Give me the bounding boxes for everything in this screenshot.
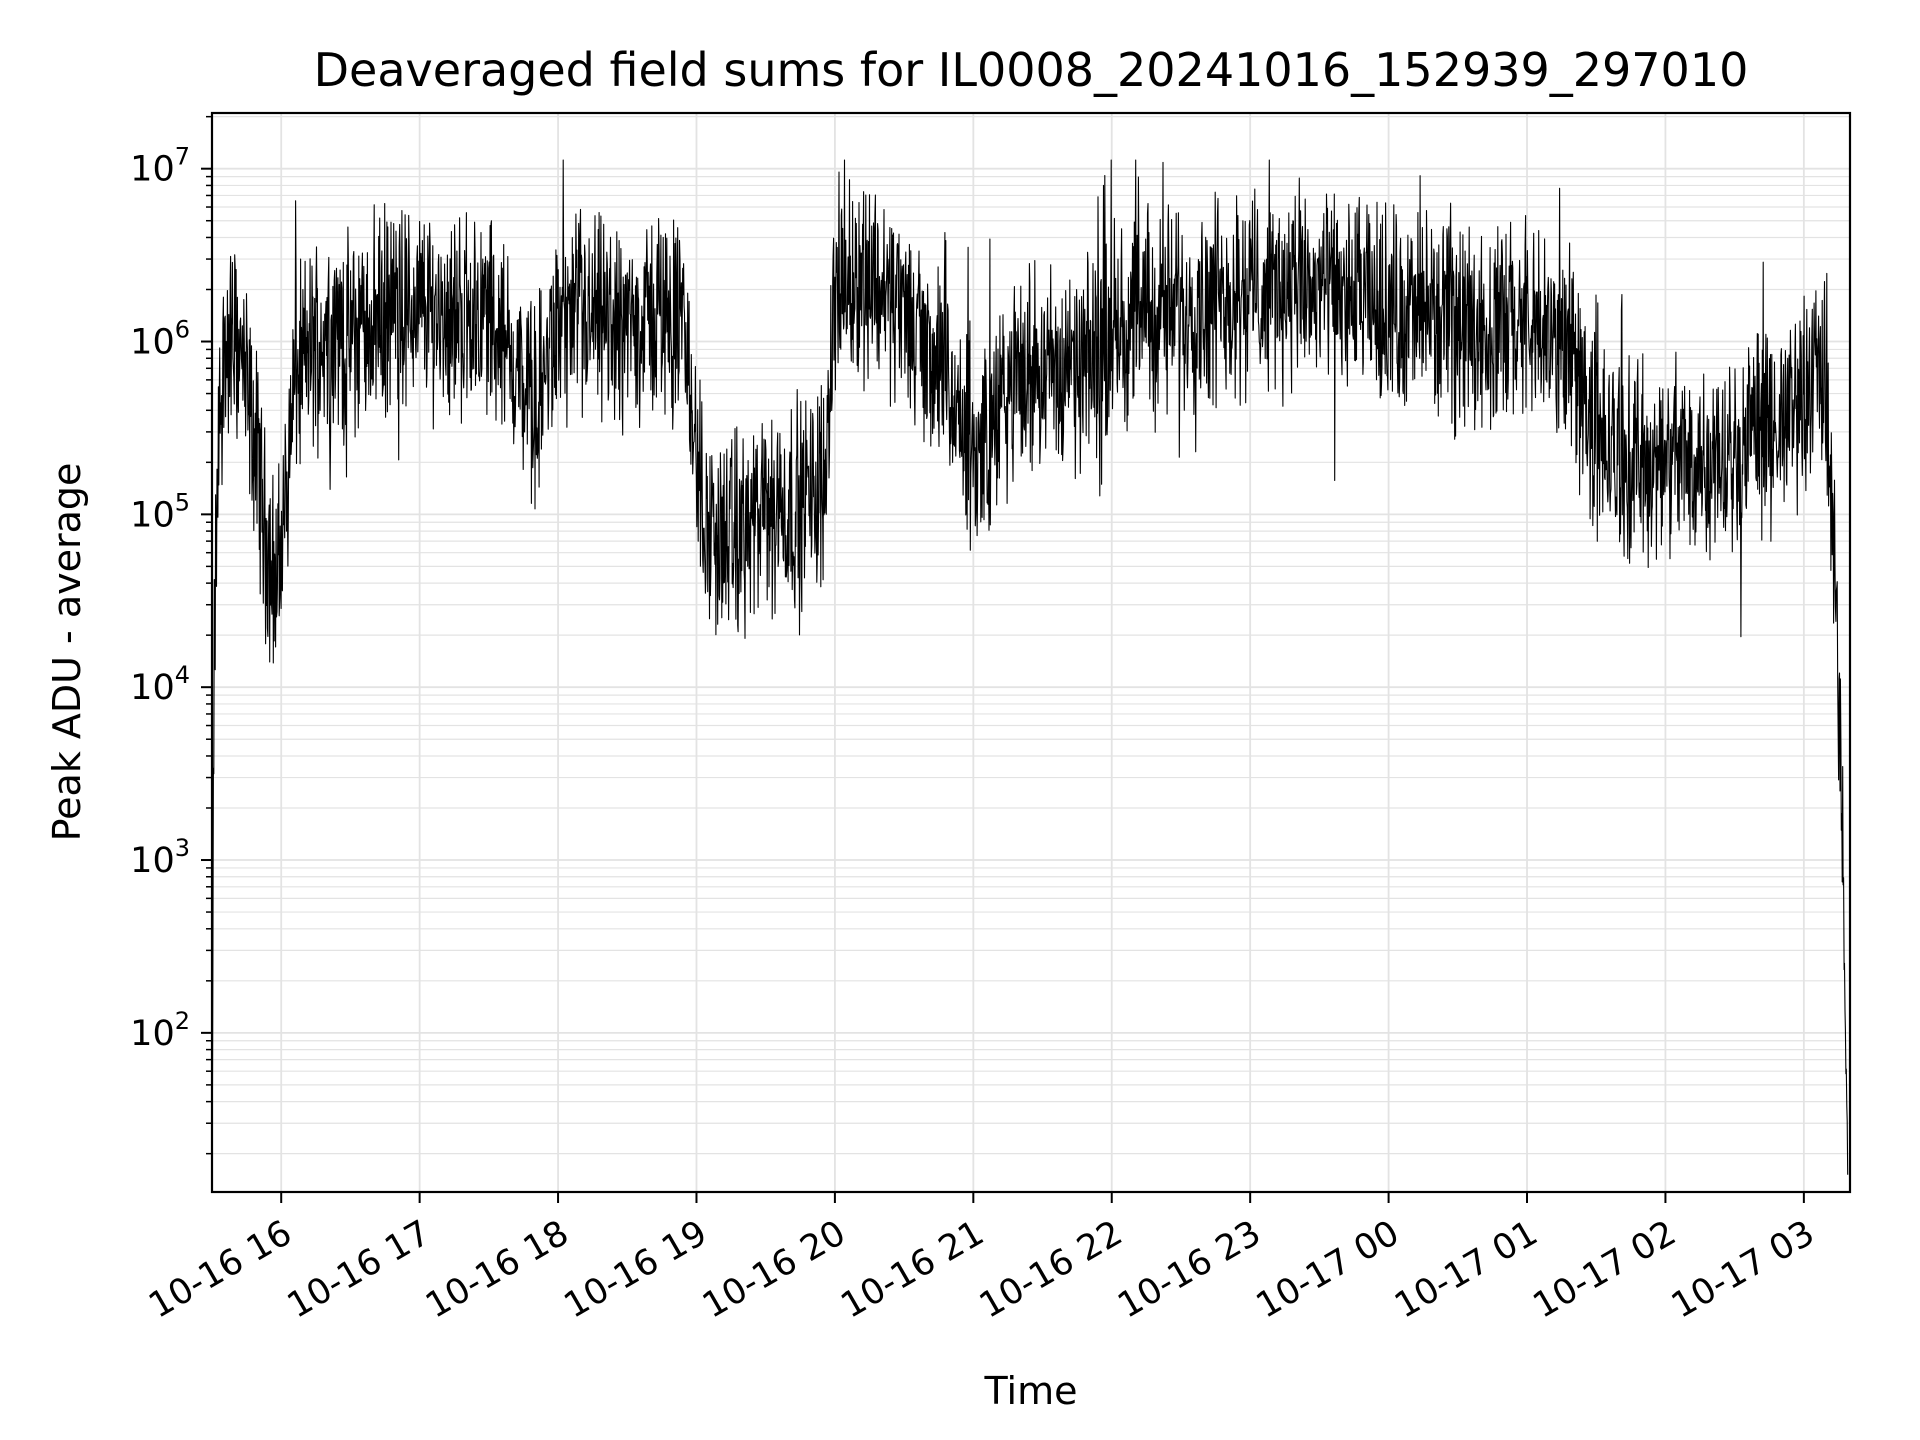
series-layer — [211, 159, 1849, 1175]
y-tick-label: 104 — [130, 661, 190, 708]
y-axis-label: Peak ADU - average — [45, 463, 89, 842]
y-tick-label: 107 — [130, 143, 190, 190]
x-axis-label: Time — [984, 1369, 1078, 1413]
y-tick-label: 105 — [130, 488, 190, 535]
y-tick-label: 102 — [130, 1007, 190, 1054]
plot-frame — [210, 111, 1852, 1194]
y-tick-label: 103 — [130, 834, 190, 881]
series-line-0 — [211, 159, 1849, 1175]
y-tick-label: 106 — [130, 316, 190, 363]
y-axis: 102 103 104 105 106 107 — [130, 115, 212, 1155]
chart-title: Deaveraged field sums for IL0008_2024101… — [314, 43, 1749, 97]
